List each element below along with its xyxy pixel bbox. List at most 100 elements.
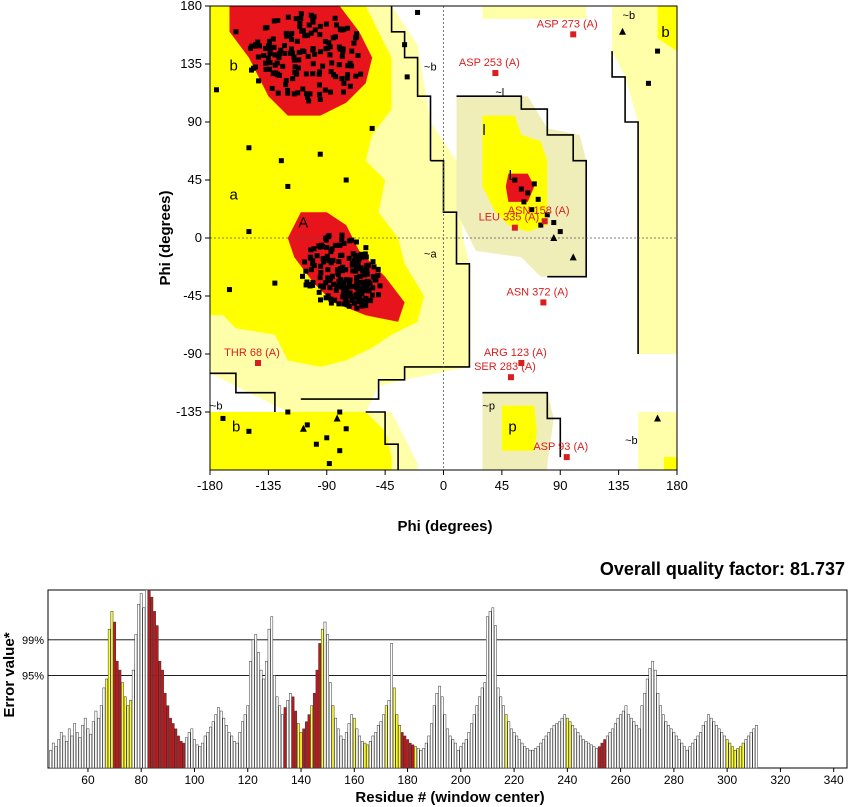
error-bar	[214, 714, 218, 769]
y-tick-label: -90	[183, 346, 202, 361]
residue-point	[270, 36, 276, 42]
error-bar	[523, 746, 527, 769]
error-bar	[390, 643, 393, 769]
error-bar	[129, 700, 132, 769]
residue-point	[325, 293, 331, 299]
residue-point	[226, 287, 232, 293]
error-bar	[296, 723, 300, 769]
error-bar	[185, 737, 188, 769]
glycine-point	[569, 253, 577, 261]
residue-point	[327, 277, 333, 283]
residue-point	[246, 145, 252, 151]
error-bar	[443, 714, 447, 769]
residue-point	[336, 62, 342, 68]
error-bar	[568, 721, 572, 769]
residue-point	[316, 289, 322, 295]
y-tick-label: 180	[180, 0, 202, 13]
error-bar	[696, 735, 700, 769]
bar-x-tick-label: 200	[451, 773, 471, 787]
outlier-point	[507, 374, 514, 381]
residue-point	[307, 91, 313, 97]
residue-point	[278, 47, 284, 53]
residue-point	[311, 246, 317, 252]
region-label: ~b	[623, 10, 636, 22]
region-label: b	[661, 24, 669, 41]
error-bar	[195, 744, 199, 769]
error-bar	[712, 721, 716, 769]
residue-point	[341, 240, 347, 246]
residue-point	[330, 257, 336, 263]
residue-point	[340, 89, 346, 95]
bar-axes: 60 80 100 120 140 160 180 200 220 240 260 280 300 320…	[81, 768, 844, 787]
error-bar	[685, 749, 689, 769]
residue-point	[557, 229, 563, 235]
error-bar	[347, 723, 351, 769]
outlier-point	[254, 360, 261, 367]
ramachandran-axes: -180 -135 -90 -45 0 45 90 135 180 180 135 90 45 0 -45 -…	[176, 0, 688, 493]
error-bar	[651, 660, 654, 769]
data-points	[213, 9, 662, 467]
residue-point	[351, 300, 357, 306]
residue-point	[220, 415, 226, 421]
error-bar	[462, 742, 465, 769]
residue-point	[359, 268, 365, 274]
residue-point	[328, 69, 334, 75]
error-bar	[382, 714, 385, 769]
residue-point	[308, 12, 314, 18]
error-bar	[563, 714, 567, 769]
error-bar	[142, 607, 146, 769]
region-label: ~a	[424, 248, 437, 260]
residue-point	[335, 271, 341, 277]
residue-point	[318, 283, 324, 289]
error-bar	[241, 721, 244, 769]
error-bar	[592, 746, 596, 769]
residue-point	[310, 71, 316, 77]
residue-point	[347, 290, 353, 296]
outline-l-region	[456, 95, 588, 278]
error-bar	[233, 741, 236, 769]
residue-point	[306, 98, 312, 104]
bar-plot-area: 99% 95%	[22, 589, 848, 769]
outlier-point	[563, 454, 570, 461]
error-bar	[163, 692, 167, 769]
residue-point	[349, 262, 355, 268]
residue-point	[340, 48, 346, 54]
residue-point	[292, 64, 298, 70]
error-bar	[526, 748, 529, 769]
residue-point	[334, 267, 340, 273]
residue-point	[326, 233, 332, 239]
residue-point	[330, 72, 336, 78]
error-bar	[520, 742, 524, 769]
error-bar	[480, 687, 484, 769]
error-bar	[265, 660, 268, 769]
error-bar	[222, 717, 226, 769]
error-bar	[315, 669, 319, 769]
x-axis-title: Phi (degrees)	[397, 518, 492, 535]
residue-point	[338, 27, 344, 33]
error-bar	[320, 628, 324, 769]
residue-point	[326, 461, 332, 467]
error-bar	[392, 687, 396, 769]
error-bar	[267, 628, 271, 769]
residue-point	[341, 286, 347, 292]
residue-point	[290, 76, 296, 82]
residue-point	[525, 190, 531, 196]
error-bar	[336, 728, 340, 769]
residue-point	[310, 279, 316, 285]
error-bar	[307, 714, 311, 769]
residue-point	[298, 11, 304, 17]
residue-point	[324, 253, 330, 259]
error-bar	[579, 735, 583, 769]
residue-point	[336, 279, 342, 285]
error-bar	[94, 710, 98, 769]
residue-point	[291, 57, 297, 63]
residue-point	[246, 428, 252, 434]
residue-point	[300, 86, 306, 92]
residue-point	[297, 24, 303, 30]
error-bar	[589, 744, 593, 769]
error-bar	[318, 643, 322, 769]
allowed-region-corner	[664, 457, 677, 470]
error-bar	[731, 746, 734, 769]
error-bar	[110, 611, 114, 769]
error-bar	[699, 732, 702, 769]
